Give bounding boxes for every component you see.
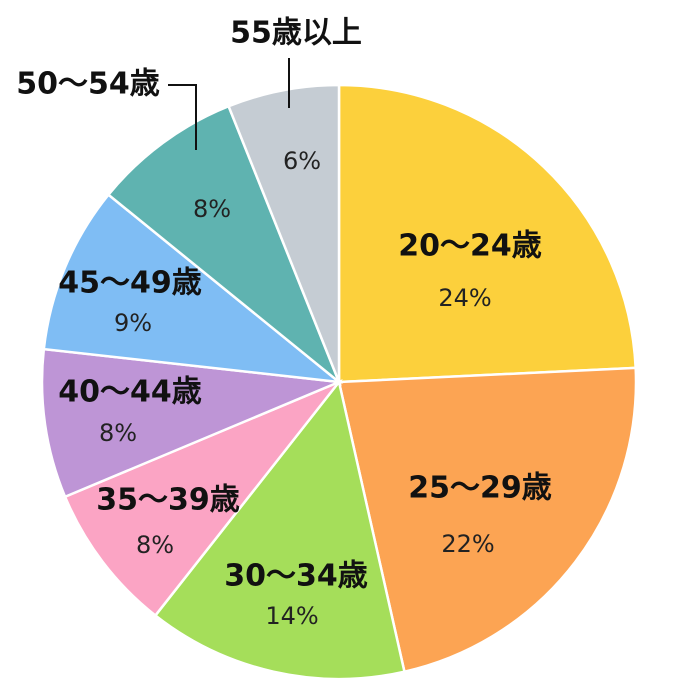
slice-percent-label-3: 8% [136, 531, 174, 559]
slice-category-label-3: 35〜39歳 [96, 483, 240, 518]
slice-category-label-6: 50〜54歳 [16, 67, 160, 102]
pie-slices [40, 83, 638, 680]
slice-category-label-4: 40〜44歳 [58, 375, 202, 410]
slice-category-label-0: 20〜24歳 [398, 229, 542, 264]
pie-slice-5 [42, 192, 344, 384]
slice-percent-label-0: 24% [438, 284, 491, 312]
slice-percent-label-5: 9% [114, 309, 152, 337]
leader-line-50-54 [168, 84, 197, 150]
slice-category-label-2: 30〜34歳 [224, 559, 368, 594]
slice-percent-label-7: 6% [283, 147, 321, 175]
slice-percent-label-4: 8% [99, 419, 137, 447]
pie-slice-2 [153, 379, 406, 680]
pie-slice-6 [106, 104, 342, 387]
slice-category-label-5: 45〜49歳 [58, 266, 202, 301]
slice-category-label-7: 55歳以上 [230, 16, 362, 51]
leader-lines [168, 58, 290, 150]
slice-percent-label-1: 22% [441, 530, 494, 558]
pie-slice-4 [40, 347, 344, 499]
pie-slice-0 [337, 83, 637, 384]
slice-category-label-1: 25〜29歳 [408, 471, 552, 506]
slice-percent-label-6: 8% [193, 195, 231, 223]
pie-slice-1 [337, 366, 638, 674]
slice-labels: 20〜24歳 24% 25〜29歳 22% 30〜34歳 14% 35〜39歳 8% 40〜44… [16, 16, 552, 631]
pie-slice-7 [226, 83, 341, 383]
pie-slice-3 [63, 378, 343, 618]
slice-percent-label-2: 14% [265, 602, 318, 630]
